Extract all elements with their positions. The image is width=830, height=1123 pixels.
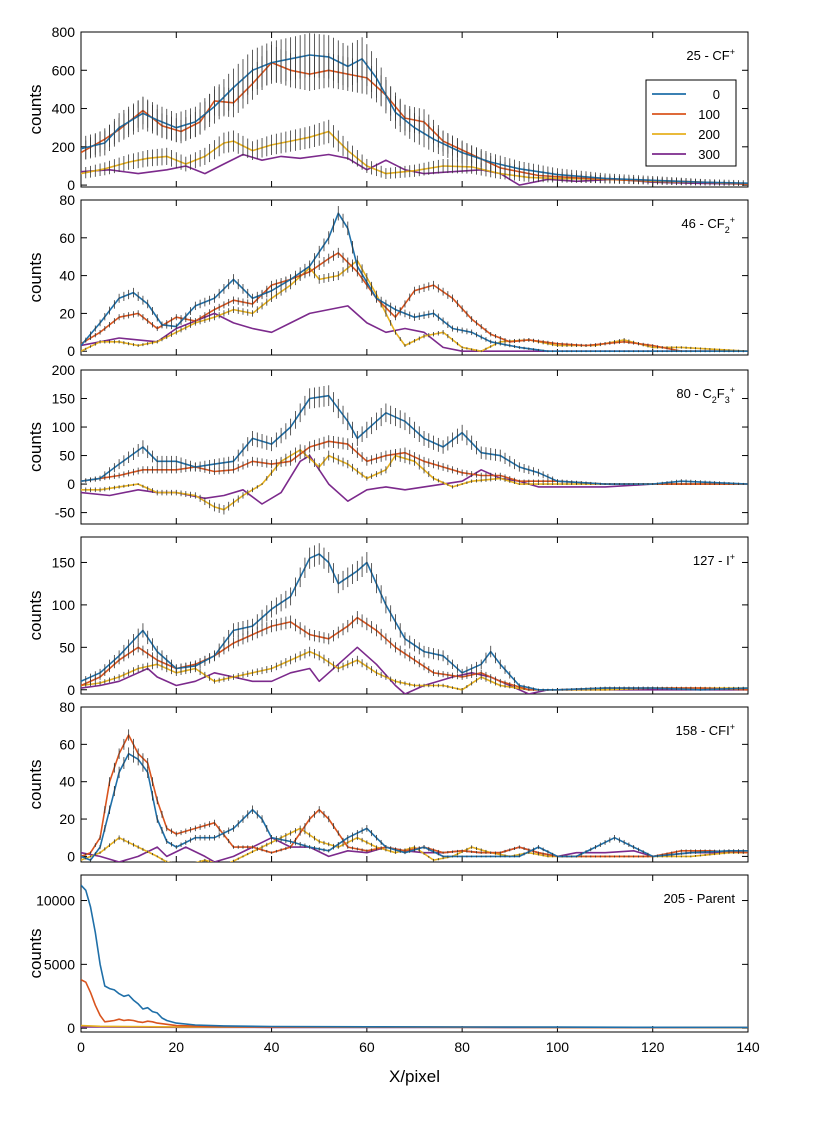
- series-line-100: [81, 252, 748, 352]
- y-axis-title: counts: [26, 928, 45, 978]
- series-group: [81, 385, 748, 515]
- y-tick-label: 0: [67, 848, 75, 864]
- legend-label: 200: [698, 127, 720, 142]
- legend-label: 0: [713, 87, 720, 102]
- panel-label: 46 - CF2+: [681, 215, 735, 235]
- panel-6: 0 5000 10000 0 20 40 60 80 100 120 140 counts 205 - …: [26, 874, 760, 1055]
- x-tick-label: 100: [546, 1039, 570, 1055]
- series-group: [81, 884, 748, 1029]
- series-line-0: [81, 884, 748, 1029]
- y-tick-label: 150: [52, 391, 76, 407]
- plot-frame: [80, 199, 749, 356]
- legend: 0 100 200 300: [645, 79, 737, 167]
- y-axis-title: counts: [26, 422, 45, 472]
- y-tick-label: 5000: [44, 956, 75, 972]
- x-tick-label: 120: [641, 1039, 665, 1055]
- series-line-200: [81, 259, 748, 352]
- x-tick-label: 40: [264, 1039, 280, 1055]
- plot-frame: [80, 31, 749, 188]
- legend-label: 300: [698, 147, 720, 162]
- y-tick-label: 0: [67, 343, 75, 359]
- y-tick-label: 20: [59, 811, 75, 827]
- legend-label: 100: [698, 107, 720, 122]
- plot-frame: [80, 369, 749, 525]
- x-tick-label: 0: [77, 1039, 85, 1055]
- y-tick-label: 0: [67, 1020, 75, 1036]
- panel-label: 80 - C2F3+: [676, 385, 735, 405]
- plot-frame: [80, 706, 749, 863]
- x-tick-label: 140: [736, 1039, 760, 1055]
- y-axis-title: counts: [26, 84, 45, 134]
- series-group: [81, 33, 748, 186]
- series-group: [81, 543, 748, 694]
- series-group: [81, 729, 748, 862]
- y-axis-title: counts: [26, 759, 45, 809]
- x-axis-title: X/pixel: [389, 1067, 440, 1086]
- y-tick-label: 40: [59, 774, 75, 790]
- y-tick-label: 40: [59, 268, 75, 284]
- series-line-100: [81, 734, 748, 858]
- y-tick-label: 0: [67, 476, 75, 492]
- y-tick-label: 80: [59, 699, 75, 715]
- panel-label: 127 - I+: [693, 552, 735, 568]
- panel-3: -50 0 50 100 150 200 counts 80 - C2F3+: [26, 362, 749, 525]
- y-tick-label: 200: [52, 362, 76, 378]
- x-tick-label: 80: [454, 1039, 470, 1055]
- y-tick-label: 200: [52, 139, 76, 155]
- y-tick-label: 100: [52, 597, 76, 613]
- panel-2: 0 20 40 60 80 counts 46 - CF2+: [26, 192, 749, 359]
- panel-label: 25 - CF+: [686, 47, 735, 63]
- panel-4: 0 50 100 150 counts 127 - I+: [26, 536, 749, 698]
- plot-frame: [80, 874, 749, 1033]
- panel-1: 0 200 400 600 800 counts 25 - CF+ 0 100 200 300: [26, 24, 749, 193]
- y-tick-label: 80: [59, 192, 75, 208]
- y-tick-label: 150: [52, 554, 76, 570]
- plot-frame: [80, 536, 749, 695]
- y-tick-label: 800: [52, 24, 76, 40]
- y-tick-label: 50: [59, 448, 75, 464]
- y-tick-label: 100: [52, 419, 76, 435]
- y-tick-label: 400: [52, 101, 76, 117]
- x-tick-label: 60: [359, 1039, 375, 1055]
- y-axis-title: counts: [26, 590, 45, 640]
- series-line-100: [81, 616, 748, 691]
- y-tick-label: 0: [67, 682, 75, 698]
- x-tick-label: 20: [168, 1039, 184, 1055]
- panel-label: 205 - Parent: [663, 891, 735, 906]
- y-axis-title: counts: [26, 252, 45, 302]
- y-tick-label: 50: [59, 639, 75, 655]
- y-tick-label: 0: [67, 177, 75, 193]
- y-tick-label: 10000: [36, 893, 75, 909]
- y-tick-label: 600: [52, 62, 76, 78]
- panel-5: 0 20 40 60 80 counts 158 - CFI+: [26, 699, 749, 864]
- series-line-100: [81, 978, 748, 1029]
- y-tick-label: -50: [55, 505, 75, 521]
- panel-label: 158 - CFI+: [676, 722, 735, 738]
- y-tick-label: 20: [59, 305, 75, 321]
- y-tick-label: 60: [59, 736, 75, 752]
- series-group: [81, 206, 748, 353]
- y-tick-label: 60: [59, 230, 75, 246]
